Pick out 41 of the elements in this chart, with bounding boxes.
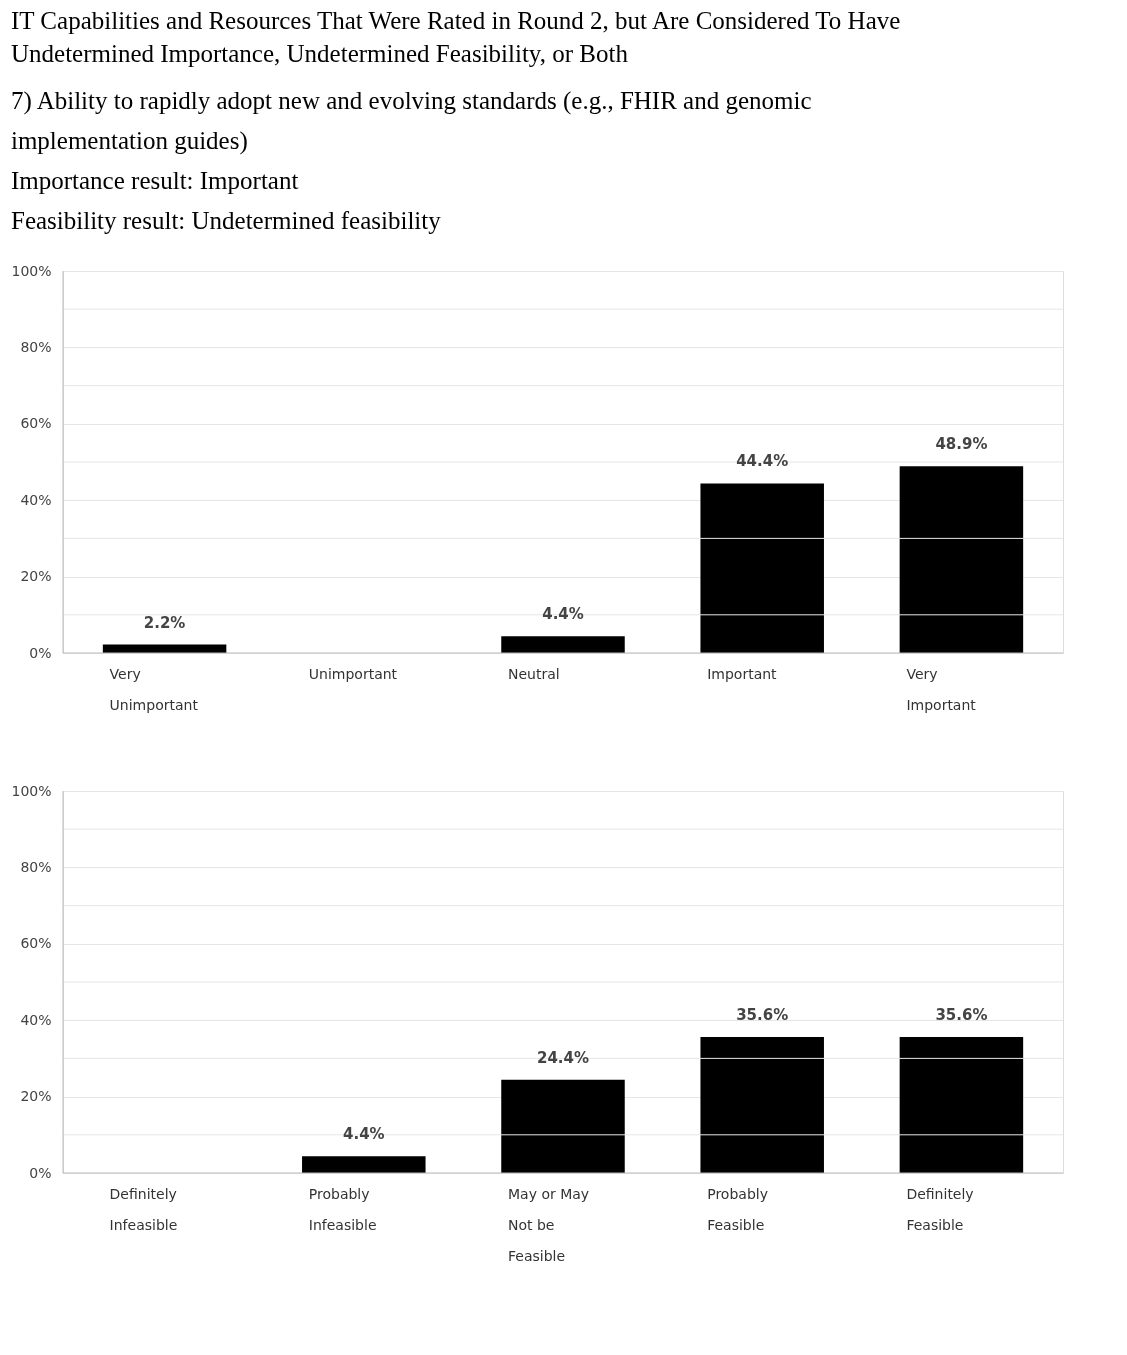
data-label: 4.4% <box>342 1125 385 1144</box>
x-tick-label: Very Unimportant <box>109 665 199 713</box>
y-tick-label: 20% <box>20 1088 52 1105</box>
bar <box>501 636 625 653</box>
data-label: 48.9% <box>935 435 988 454</box>
data-label: 4.4% <box>542 605 584 624</box>
y-tick-label: 80% <box>20 858 52 875</box>
y-tick-label: 20% <box>20 568 52 585</box>
y-tick-label: 100% <box>11 782 52 799</box>
text: Feasibility result: Undetermined feasibility <box>10 207 442 234</box>
text: Importance result: Important <box>10 167 299 194</box>
bar <box>302 1156 426 1173</box>
bar <box>700 483 824 653</box>
y-tick-label: 60% <box>20 415 52 432</box>
bar <box>899 1037 1024 1173</box>
x-tick-label: Probably Infeasible <box>308 1185 377 1233</box>
x-tick-label: Unimportant <box>308 665 398 682</box>
bar <box>899 466 1024 653</box>
x-tick-label: Important <box>707 665 778 682</box>
x-tick-label: Neutral <box>508 665 560 682</box>
x-tick-label: Definitely Feasible <box>906 1185 974 1233</box>
x-tick-label: Very Important <box>906 665 977 713</box>
x-tick-label: Definitely Infeasible <box>109 1185 178 1233</box>
x-tick-label: May or May Not be Feasible <box>508 1185 590 1264</box>
y-tick-label: 0% <box>29 1164 52 1181</box>
bar <box>501 1079 625 1173</box>
data-label: 35.6% <box>736 1006 789 1025</box>
chart-title: IT Capabilities and Resources That Were Rated in Round 2, but Are Considered To Have Undetermined Importance, Undetermined Feasibility, or Both <box>10 7 901 67</box>
y-tick-label: 100% <box>11 262 52 279</box>
y-tick-label: 60% <box>20 935 52 952</box>
y-tick-label: 40% <box>20 491 52 508</box>
y-tick-label: 40% <box>20 1011 52 1028</box>
data-label: 24.4% <box>536 1048 590 1067</box>
data-label: 35.6% <box>935 1006 988 1025</box>
chart-subtitle: 7) Ability to rapidly adopt new and evolving standards (e.g., FHIR and genomic implementation guides) <box>10 87 812 155</box>
x-tick-label: Probably Feasible <box>707 1185 768 1233</box>
data-label: 44.4% <box>736 452 789 471</box>
y-tick-label: 80% <box>20 338 52 355</box>
y-tick-label: 0% <box>29 644 52 661</box>
bar <box>700 1037 824 1173</box>
data-label: 2.2% <box>143 613 186 632</box>
